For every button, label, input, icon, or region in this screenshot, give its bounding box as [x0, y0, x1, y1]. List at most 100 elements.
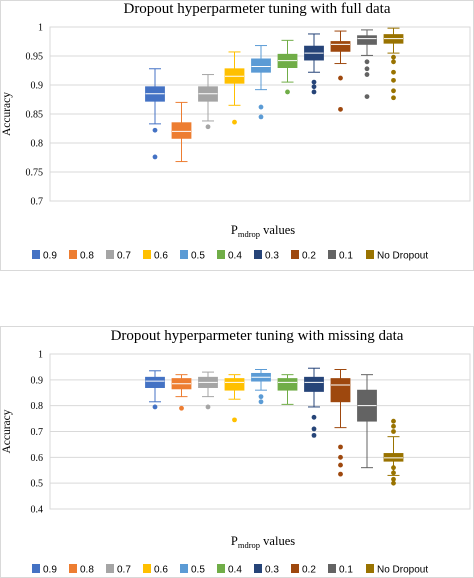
legend-swatch: [106, 250, 114, 259]
legend-swatch: [180, 564, 188, 573]
legend-item: 0.2: [291, 564, 316, 576]
box-0.1: [357, 29, 377, 99]
y-tick-label: 0.95: [26, 52, 44, 63]
y-tick-label: 0.9: [31, 375, 44, 386]
outlier-point: [258, 399, 264, 405]
outlier-point: [232, 119, 237, 125]
outlier-point: [311, 84, 317, 90]
legend-item: 0.5: [180, 564, 205, 576]
box-0.9: [145, 68, 165, 160]
legend: 0.9 0.8 0.7 0.6 0.5 0.4 0.3 0.2 0.1 No Dropout: [32, 564, 428, 576]
legend-item: 0.1: [328, 564, 353, 576]
box-iqr: [304, 376, 324, 392]
y-tick-label: 0.9: [31, 81, 44, 92]
outlier-point: [205, 404, 211, 410]
legend-swatch: [366, 564, 374, 573]
box-iqr: [251, 58, 271, 73]
legend-swatch: [254, 250, 262, 259]
outlier-point: [285, 89, 290, 95]
legend-label: 0.8: [80, 565, 94, 576]
outlier-point: [391, 429, 396, 434]
outlier-point: [232, 417, 237, 423]
outlier-point: [179, 405, 184, 411]
legend-swatch: [328, 564, 336, 573]
legend-item: 0.7: [106, 564, 131, 576]
y-axis-label: Accuracy: [1, 409, 13, 453]
legend-swatch: [69, 564, 77, 573]
legend-label: 0.3: [265, 251, 279, 262]
outlier-point: [205, 124, 211, 130]
legend-swatch: [254, 564, 262, 573]
outlier-point: [311, 79, 317, 85]
box-no-dropout: [383, 27, 404, 101]
legend-swatch: [328, 250, 336, 259]
legend-label: 0.6: [154, 251, 168, 262]
legend-label: 0.7: [117, 251, 131, 262]
box-iqr: [330, 378, 351, 403]
box-iqr: [224, 378, 245, 391]
outlier-point: [152, 127, 158, 133]
legend-label: 0.5: [191, 251, 205, 262]
outlier-point: [338, 471, 343, 477]
outlier-point: [391, 59, 396, 65]
legend-label: No Dropout: [377, 565, 428, 576]
legend-swatch: [143, 250, 151, 259]
box-0.3: [304, 367, 324, 438]
outlier-point: [391, 465, 396, 471]
outlier-point: [338, 75, 343, 81]
legend-label: 0.1: [339, 251, 353, 262]
y-tick-label: 1: [38, 23, 43, 34]
outlier-point: [391, 418, 396, 424]
legend-swatch: [69, 250, 77, 259]
legend-label: 0.9: [43, 251, 57, 262]
outlier-point: [391, 54, 396, 60]
outlier-point: [391, 77, 396, 83]
outlier-point: [258, 104, 264, 110]
legend-item: 0.8: [69, 564, 94, 576]
outlier-point: [391, 69, 396, 75]
box-iqr: [145, 376, 165, 388]
chart-full: Dropout hyperparmeter tuning with full d…: [0, 0, 474, 271]
legend-item: 0.1: [328, 250, 353, 262]
outlier-point: [364, 94, 370, 99]
outlier-point: [391, 423, 396, 429]
box-0.8: [171, 374, 192, 411]
outlier-point: [364, 59, 370, 65]
outlier-point: [338, 106, 343, 112]
legend-swatch: [366, 250, 374, 259]
y-tick-label: 0.5: [31, 479, 44, 490]
legend-item: No Dropout: [366, 250, 428, 262]
legend-label: 0.1: [339, 565, 353, 576]
legend-swatch: [217, 564, 225, 573]
legend-item: 0.6: [143, 564, 168, 576]
outlier-point: [391, 95, 396, 101]
outlier-point: [311, 432, 317, 438]
legend-label: No Dropout: [377, 251, 428, 262]
legend-label: 0.2: [302, 565, 316, 576]
box-0.2: [330, 30, 351, 112]
outlier-point: [311, 426, 317, 432]
box-iqr: [330, 41, 351, 52]
chart-title: Dropout hyperparmeter tuning with full d…: [123, 1, 390, 17]
legend-swatch: [291, 250, 299, 259]
legend-item: 0.4: [217, 250, 242, 262]
legend-label: 0.6: [154, 565, 168, 576]
box-0.6: [224, 374, 245, 423]
outlier-point: [338, 444, 343, 450]
legend-item: 0.3: [254, 564, 279, 576]
outlier-point: [152, 154, 158, 160]
legend-swatch: [32, 564, 40, 573]
outlier-point: [258, 394, 264, 400]
outlier-point: [152, 404, 158, 410]
box-0.6: [224, 51, 245, 125]
box-iqr: [277, 378, 298, 391]
box-iqr: [383, 453, 404, 462]
box-0.7: [198, 371, 218, 410]
chart-title: Dropout hyperparmeter tuning with missin…: [111, 328, 404, 344]
legend-item: 0.6: [143, 250, 168, 262]
legend-item: 0.8: [69, 250, 94, 262]
box-0.9: [145, 370, 165, 410]
outlier-point: [311, 414, 317, 420]
outlier-point: [391, 470, 396, 476]
